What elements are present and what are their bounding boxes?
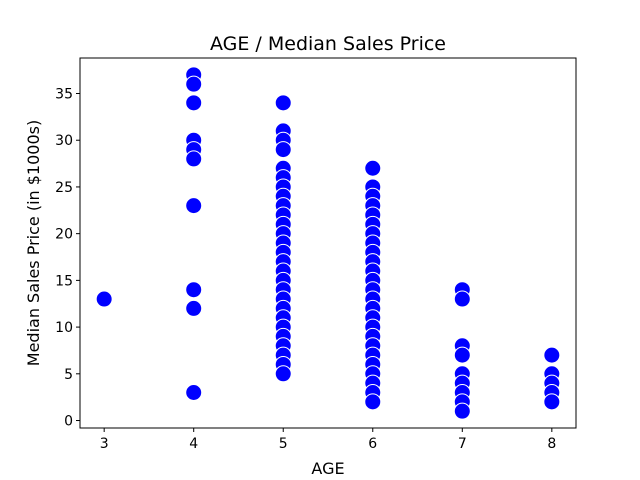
data-point-7 [185,197,203,215]
x-tick-label: 8 [547,436,556,452]
data-point-14 [274,141,292,159]
plot-area-frame [79,57,577,429]
y-tick-label: 10 [55,320,73,336]
x-tick-label: 5 [279,436,288,452]
data-point-0 [95,290,113,308]
data-point-66 [453,346,471,364]
x-axis-label: AGE [311,459,344,478]
x-tick-label: 6 [368,436,377,452]
data-point-38 [364,159,382,177]
data-points [95,66,561,420]
y-tick-label: 25 [55,180,73,196]
y-tick-label: 0 [64,414,73,430]
data-point-37 [274,365,292,383]
y-tick-label: 30 [55,133,73,149]
y-axis-label: Median Sales Price (in $1000s) [24,120,43,366]
chart-title: AGE / Median Sales Price [210,33,446,55]
y-tick-label: 5 [64,367,73,383]
y-tick-label: 35 [55,87,73,103]
data-point-11 [274,94,292,112]
y-tick-label: 20 [55,227,73,243]
y-tick-label: 15 [55,273,73,289]
data-point-76 [543,393,561,411]
data-point-6 [185,150,203,168]
x-tick-label: 3 [100,436,109,452]
x-tick-label: 7 [458,436,467,452]
data-point-8 [185,281,203,299]
data-point-71 [453,402,471,420]
data-point-2 [185,75,203,93]
x-tick-label: 4 [189,436,198,452]
data-point-10 [185,383,203,401]
data-point-72 [543,346,561,364]
data-point-3 [185,94,203,112]
y-axis: 0 5 10 15 20 25 30 35 [55,87,80,430]
data-point-64 [453,290,471,308]
data-point-62 [364,393,382,411]
data-point-9 [185,299,203,317]
x-axis: 3 4 5 6 7 8 [100,428,556,452]
